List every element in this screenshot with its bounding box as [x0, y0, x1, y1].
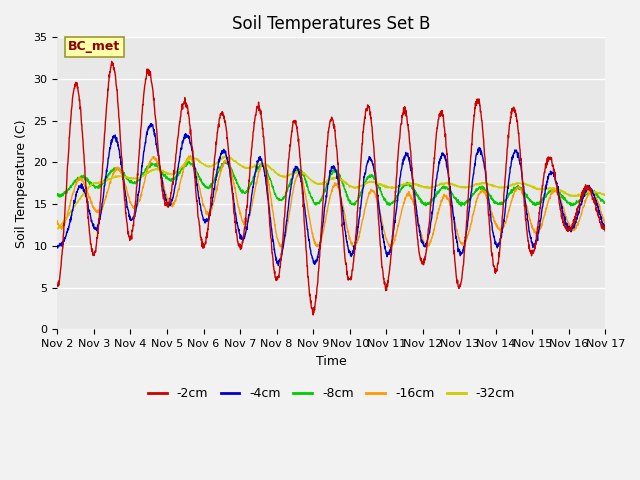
-4cm — [81, 191, 89, 197]
-8cm — [602, 200, 609, 205]
-2cm — [54, 282, 61, 288]
Line: -16cm: -16cm — [58, 156, 605, 247]
-2cm — [321, 175, 328, 181]
-2cm — [586, 186, 593, 192]
-16cm — [586, 191, 594, 197]
-4cm — [586, 184, 593, 190]
-8cm — [81, 177, 89, 182]
-2cm — [81, 178, 89, 183]
-16cm — [602, 221, 609, 227]
-8cm — [586, 189, 594, 194]
-4cm — [602, 227, 609, 232]
-2cm — [486, 222, 493, 228]
Text: BC_met: BC_met — [68, 40, 120, 53]
-32cm — [81, 188, 89, 193]
-8cm — [586, 189, 593, 195]
-8cm — [54, 192, 61, 197]
-4cm — [486, 202, 493, 207]
-32cm — [222, 154, 230, 159]
-2cm — [309, 312, 317, 318]
-4cm — [275, 263, 282, 268]
Title: Soil Temperatures Set B: Soil Temperatures Set B — [232, 15, 431, 33]
-2cm — [602, 228, 609, 234]
-4cm — [321, 208, 328, 214]
-8cm — [306, 189, 314, 195]
-8cm — [320, 188, 328, 194]
-4cm — [306, 245, 314, 251]
-32cm — [586, 189, 593, 194]
Line: -2cm: -2cm — [58, 61, 605, 315]
-16cm — [81, 184, 89, 190]
Line: -32cm: -32cm — [58, 156, 605, 229]
-2cm — [586, 188, 594, 193]
-16cm — [54, 218, 61, 224]
Legend: -2cm, -4cm, -8cm, -16cm, -32cm: -2cm, -4cm, -8cm, -16cm, -32cm — [143, 382, 520, 405]
-32cm — [320, 180, 328, 186]
-16cm — [320, 225, 328, 231]
-16cm — [388, 244, 396, 250]
-2cm — [108, 59, 115, 64]
-16cm — [486, 201, 493, 206]
-32cm — [485, 181, 493, 187]
Line: -8cm: -8cm — [58, 161, 605, 206]
-4cm — [148, 121, 156, 127]
Y-axis label: Soil Temperature (C): Soil Temperature (C) — [15, 119, 28, 248]
-16cm — [187, 153, 195, 158]
-2cm — [306, 293, 314, 299]
-8cm — [183, 158, 191, 164]
-32cm — [602, 192, 609, 197]
-4cm — [54, 245, 61, 251]
-16cm — [586, 190, 593, 195]
Line: -4cm: -4cm — [58, 124, 605, 265]
-8cm — [458, 203, 465, 209]
-32cm — [586, 189, 593, 195]
X-axis label: Time: Time — [316, 355, 347, 368]
-16cm — [306, 216, 314, 221]
-8cm — [486, 192, 493, 198]
-32cm — [54, 226, 61, 232]
-32cm — [306, 176, 314, 181]
-4cm — [586, 185, 594, 191]
